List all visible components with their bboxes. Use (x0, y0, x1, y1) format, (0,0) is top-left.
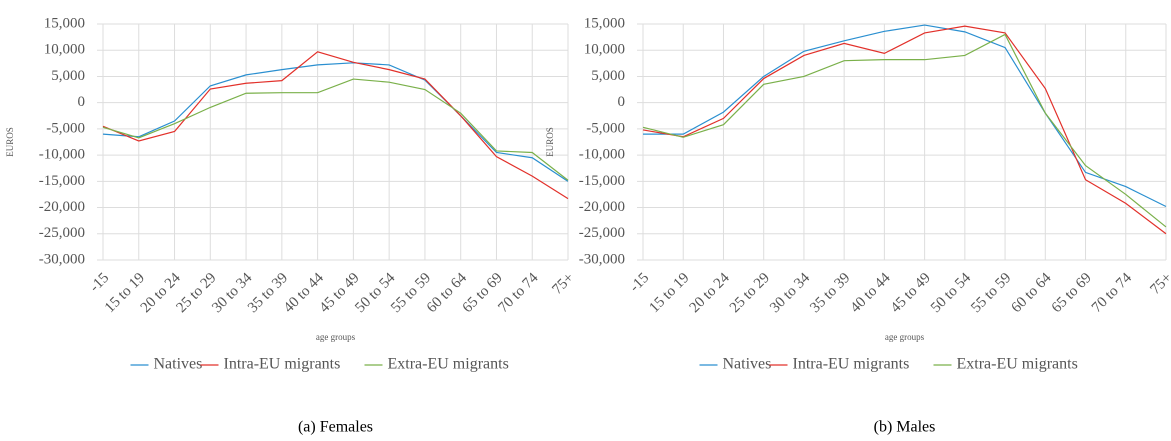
y-tick-label: -10,000 (39, 147, 85, 163)
y-tick-label: 15,000 (44, 15, 85, 31)
series-line (642, 33, 1167, 228)
y-tick-label: -25,000 (579, 225, 625, 241)
x-axis-label: age groups (885, 332, 925, 342)
x-tick-label: 70 to 74 (495, 270, 541, 316)
series-line (102, 62, 569, 182)
caption: (a) Females (298, 419, 373, 436)
caption: (b) Males (874, 419, 936, 436)
x-tick-label: 50 to 54 (928, 270, 974, 316)
y-tick-label: -5,000 (46, 120, 85, 136)
y-tick-label: 10,000 (584, 42, 625, 58)
y-tick-label: -20,000 (39, 199, 85, 215)
y-tick-label: 0 (78, 94, 86, 110)
x-tick-label: 75+ (1147, 270, 1171, 298)
y-tick-label: -30,000 (579, 251, 625, 267)
y-axis-label: EUROS (545, 127, 555, 157)
x-tick-label: 20 to 24 (687, 270, 733, 316)
legend-label: Extra-EU migrants (957, 356, 1078, 373)
x-tick-label: 25 to 29 (727, 270, 773, 316)
x-tick-label: 75+ (549, 270, 577, 298)
y-tick-label: 5,000 (51, 68, 85, 84)
y-tick-label: -5,000 (586, 120, 625, 136)
x-tick-label: 55 to 59 (968, 270, 1014, 316)
y-tick-label: 0 (618, 94, 626, 110)
y-tick-label: 5,000 (591, 68, 625, 84)
y-tick-label: 10,000 (44, 42, 85, 58)
x-tick-label: 45 to 49 (888, 270, 934, 316)
legend-label: Intra-EU migrants (224, 356, 341, 373)
y-tick-label: -10,000 (579, 147, 625, 163)
y-axis-label: EUROS (5, 127, 15, 157)
x-tick-label: -15 (627, 270, 652, 295)
x-tick-label: 15 to 19 (646, 270, 692, 316)
x-tick-label: -15 (87, 270, 112, 295)
x-tick-label: 65 to 69 (1049, 270, 1095, 316)
legend-label: Extra-EU migrants (388, 356, 509, 373)
x-tick-label: 30 to 34 (767, 270, 813, 316)
y-tick-label: -25,000 (39, 225, 85, 241)
x-tick-label: 40 to 44 (848, 270, 894, 316)
y-tick-label: -30,000 (39, 251, 85, 267)
x-axis-label: age groups (316, 332, 356, 342)
series-line (643, 24, 1167, 208)
series-line (102, 78, 569, 181)
legend-label: Intra-EU migrants (793, 356, 910, 373)
x-tick-label: 70 to 74 (1089, 270, 1135, 316)
legend-label: Natives (723, 356, 772, 373)
y-tick-label: -15,000 (39, 173, 85, 189)
x-tick-label: 35 to 39 (807, 270, 853, 316)
legend-label: Natives (154, 356, 203, 373)
series-line (102, 51, 569, 200)
series-line (642, 25, 1167, 235)
y-tick-label: -15,000 (579, 173, 625, 189)
y-tick-label: 15,000 (584, 15, 625, 31)
x-tick-label: 60 to 64 (1008, 270, 1054, 316)
y-tick-label: -20,000 (579, 199, 625, 215)
